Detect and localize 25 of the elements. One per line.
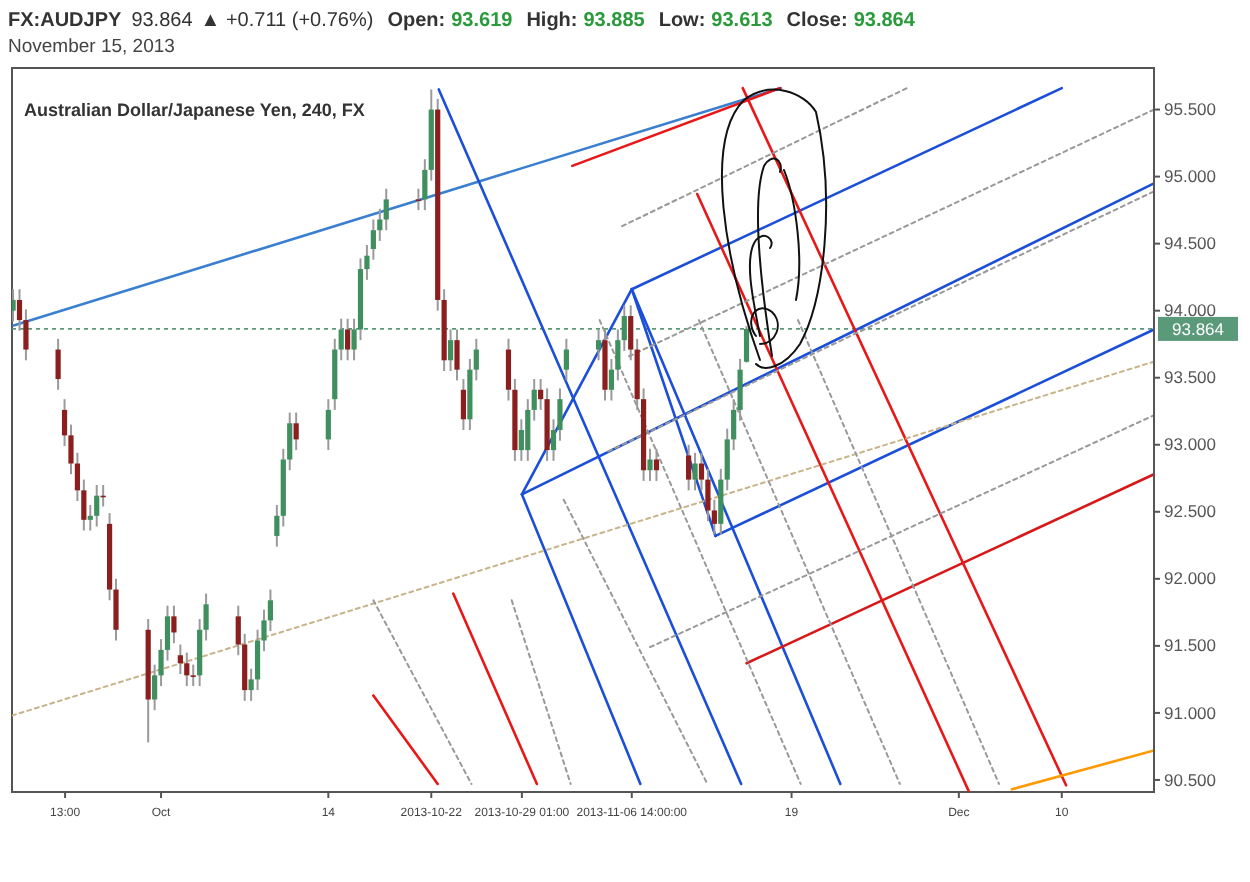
chart-title: FX:AUDJPY (8, 10, 123, 32)
text: High: (526, 10, 578, 32)
y-tick-label: 94.000 (1164, 300, 1217, 321)
ref-line-label: 93.864 (1172, 318, 1225, 339)
text: 93.885 (583, 10, 646, 32)
text: 93.864 (853, 10, 916, 32)
text: Low: (658, 10, 706, 32)
y-tick-label: 93.500 (1164, 367, 1217, 388)
text: ▲ +0.711 (+0.76%) (200, 10, 374, 32)
y-tick-label: 91.500 (1164, 635, 1217, 656)
text: 93.619 (451, 10, 514, 32)
annotation: Australian Dollar/Japanese Yen, 240, FX (24, 100, 365, 120)
y-tick-label: 92.500 (1164, 501, 1217, 522)
text: 93.864 (131, 10, 194, 32)
y-tick-label: 95.000 (1164, 166, 1217, 187)
chart-subtitle: November 15, 2013 (8, 36, 175, 58)
y-tick-label: 92.000 (1164, 568, 1217, 589)
text: Close: (786, 10, 848, 32)
y-tick-label: 93.000 (1164, 434, 1217, 455)
text: Open: (387, 10, 446, 32)
y-tick-label: 91.000 (1164, 702, 1217, 723)
text: 93.613 (711, 10, 774, 32)
y-tick-label: 90.500 (1164, 769, 1217, 790)
y-tick-label: 94.500 (1164, 233, 1217, 254)
y-tick-label: 95.500 (1164, 99, 1217, 120)
